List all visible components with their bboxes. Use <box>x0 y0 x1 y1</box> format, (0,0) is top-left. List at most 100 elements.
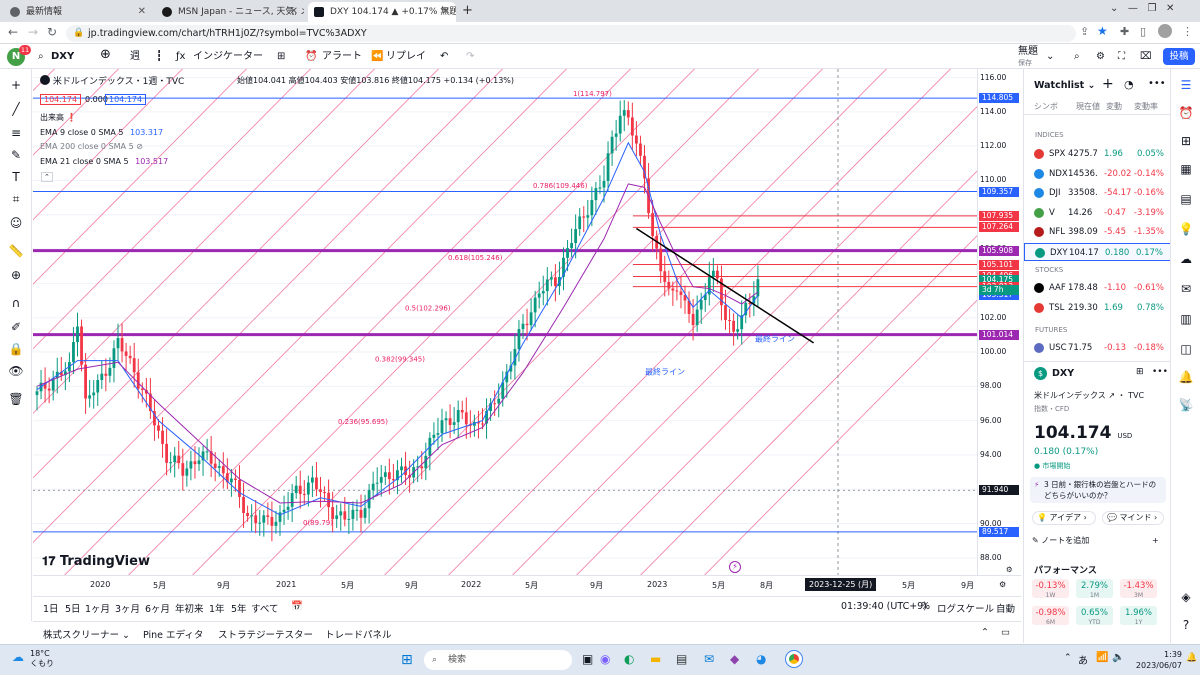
tab-trading-panel[interactable]: トレードパネル <box>325 630 392 641</box>
maximize-panel-icon[interactable]: ▭ <box>1001 627 1010 638</box>
back-icon[interactable]: ← <box>8 25 19 39</box>
range-5y[interactable]: 5年 <box>231 604 247 615</box>
weather-icon[interactable]: ☁ <box>12 650 24 664</box>
broadcast-icon[interactable]: 📡 <box>1178 398 1194 412</box>
window-controls[interactable]: ⌄ — ❐ ✕ <box>1110 3 1175 14</box>
menu-icon[interactable]: ⋮ <box>1182 25 1193 38</box>
col-symbol[interactable]: シンボ <box>1034 102 1058 111</box>
col-last[interactable]: 現在値 <box>1076 102 1100 111</box>
weather-widget[interactable]: 18°C くもり <box>30 649 54 669</box>
price-tag[interactable]: 107.264 <box>979 222 1019 233</box>
compare-plus-icon[interactable]: ⊕ <box>100 47 111 62</box>
eye-hidden-icon[interactable]: ⊘ <box>136 142 143 151</box>
tab-strategy-tester[interactable]: ストラテジーテスター <box>218 630 314 641</box>
col-change[interactable]: 変動 <box>1106 102 1122 111</box>
zoom-icon[interactable]: ⊕ <box>10 268 22 282</box>
chat-app-icon[interactable]: ◉ <box>600 652 611 666</box>
lock-icon[interactable]: 🔒 <box>8 342 24 356</box>
add-note-button[interactable]: ✎ ノートを追加 + <box>1032 534 1164 548</box>
symbol-search[interactable]: DXY <box>51 51 75 62</box>
mail-icon[interactable]: ✉ <box>704 652 715 666</box>
reload-icon[interactable]: ↻ <box>47 25 58 39</box>
trash-icon[interactable]: 🗑 <box>8 392 24 406</box>
notifications-bell-icon[interactable]: 🔔 <box>1178 370 1194 384</box>
ideas-stream-icon[interactable]: 💡 <box>1178 222 1194 236</box>
section-futures[interactable]: FUTURES <box>1035 326 1068 334</box>
browser-tab-active[interactable]: DXY 104.174 ▲ +0.17% 無題 ✕ <box>308 2 456 22</box>
speaker-icon[interactable]: 🔈 <box>1112 652 1125 663</box>
ruler-icon[interactable]: 📏 <box>8 244 24 258</box>
price-tag[interactable]: 114.805 <box>979 93 1019 104</box>
lock-drawing-icon[interactable]: ✐ <box>10 320 22 334</box>
messages-icon[interactable]: ✉ <box>1180 282 1192 296</box>
external-link-icon[interactable]: ↗ <box>1108 391 1116 400</box>
magnet-icon[interactable]: ∩ <box>11 296 21 310</box>
flash-icon[interactable]: ⚡ <box>729 561 741 573</box>
watchlist-row[interactable]: USC 71.75 -0.13 -0.18% <box>1024 339 1170 357</box>
browser-tab[interactable]: MSN Japan - ニュース, 天気, メール ✕ <box>156 2 304 22</box>
watchlist-row[interactable]: NFL 398.09 -5.45 -1.35% <box>1024 223 1170 241</box>
chart-pane[interactable]: 1(114.797) 0.786(109.446) 0.618(105.246) 0.… <box>33 69 977 575</box>
time-axis-settings-icon[interactable]: ⚙ <box>999 580 1007 589</box>
taskbar-search[interactable]: ⌕ 検索 <box>424 650 572 670</box>
watchlist-row[interactable]: DXY 104.17 0.180 0.17% <box>1024 242 1170 261</box>
fib-icon[interactable]: ≡ <box>10 126 22 140</box>
notifications-icon[interactable]: 🔔 <box>1186 653 1198 663</box>
log-scale-toggle[interactable]: ログスケール <box>937 604 995 615</box>
chart-type-icon[interactable]: ┇ <box>156 51 163 62</box>
range-all[interactable]: すべて <box>251 604 279 615</box>
text-icon[interactable]: T <box>12 170 20 184</box>
minds-button[interactable]: 💬 マインド › <box>1102 511 1164 525</box>
ask-price[interactable]: 104.174 <box>105 94 147 105</box>
clock[interactable]: 1:39 2023/06/07 <box>1130 649 1182 671</box>
tab-pine-editor[interactable]: Pine エディタ <box>143 630 204 641</box>
percent-toggle[interactable]: % <box>921 601 931 612</box>
bookmark-star-icon[interactable]: ★ <box>1097 24 1108 38</box>
undo-icon[interactable]: ↶ <box>440 51 449 62</box>
watchlist-icon[interactable]: ☰ <box>1180 78 1192 92</box>
clock-time[interactable]: 01:39:40 (UTC+9) <box>841 601 927 612</box>
templates-icon[interactable]: ⊞ <box>277 51 286 62</box>
watchlist-row[interactable]: NDX 14536. -20.02 -0.14% <box>1024 165 1170 183</box>
range-1m[interactable]: 1ヶ月 <box>85 604 111 615</box>
close-icon[interactable]: ✕ <box>289 6 298 17</box>
hotlist-icon[interactable]: ▦ <box>1180 162 1192 176</box>
details-more-icon[interactable]: ••• <box>1152 367 1168 377</box>
price-tag[interactable]: 91.940 <box>979 485 1019 496</box>
range-6m[interactable]: 6ヶ月 <box>145 604 171 615</box>
share-icon[interactable]: ⇪ <box>1080 25 1090 38</box>
calculator-icon[interactable]: ◫ <box>1180 342 1192 356</box>
close-icon[interactable]: ✕ <box>137 6 146 17</box>
price-tag[interactable]: 107.935 <box>979 210 1019 221</box>
add-symbol-icon[interactable]: + <box>1102 76 1114 92</box>
chevron-down-icon[interactable]: ⌄ <box>1046 51 1055 62</box>
trendline-icon[interactable]: ╱ <box>12 102 20 116</box>
collapse-legend-icon[interactable]: ⌃ <box>41 172 53 182</box>
range-3m[interactable]: 3ヶ月 <box>115 604 141 615</box>
search-icon[interactable]: ⌕ <box>38 51 44 62</box>
layers-icon[interactable]: ◈ <box>1181 590 1191 604</box>
pattern-icon[interactable]: ⌗ <box>12 192 20 206</box>
ideas-button[interactable]: 💡 アイデア › <box>1032 511 1096 525</box>
new-tab-button[interactable]: + <box>462 3 473 18</box>
range-1y[interactable]: 1年 <box>209 604 225 615</box>
range-5d[interactable]: 5日 <box>65 604 81 615</box>
price-tag[interactable]: 104.175 <box>979 275 1019 286</box>
edge-icon[interactable]: ◐ <box>624 652 635 666</box>
camera-icon[interactable]: ⌧ <box>1140 51 1152 62</box>
profile-avatar[interactable] <box>1158 24 1172 38</box>
wifi-icon[interactable]: 📶 <box>1096 652 1109 663</box>
price-axis[interactable]: 88.0090.0092.0094.0096.0098.00100.00102.… <box>977 69 1021 575</box>
price-tag[interactable]: 101.014 <box>979 329 1019 340</box>
section-indices[interactable]: INDICES <box>1035 131 1064 139</box>
watchlist-row[interactable]: V 14.26 -0.47 -3.19% <box>1024 204 1170 222</box>
brush-icon[interactable]: ✎ <box>10 148 22 162</box>
file-explorer-icon[interactable]: ▬ <box>650 652 662 666</box>
chrome-taskbar-icon[interactable] <box>785 650 803 668</box>
bid-price[interactable]: 104.174 <box>40 94 82 105</box>
details-name[interactable]: 米ドルインデックス <box>1034 391 1106 400</box>
price-tag[interactable]: 89.517 <box>979 526 1019 537</box>
fullscreen-icon[interactable]: ⛶ <box>1118 51 1125 62</box>
more-icon[interactable]: ••• <box>1148 78 1166 89</box>
section-stocks[interactable]: STOCKS <box>1035 266 1064 274</box>
